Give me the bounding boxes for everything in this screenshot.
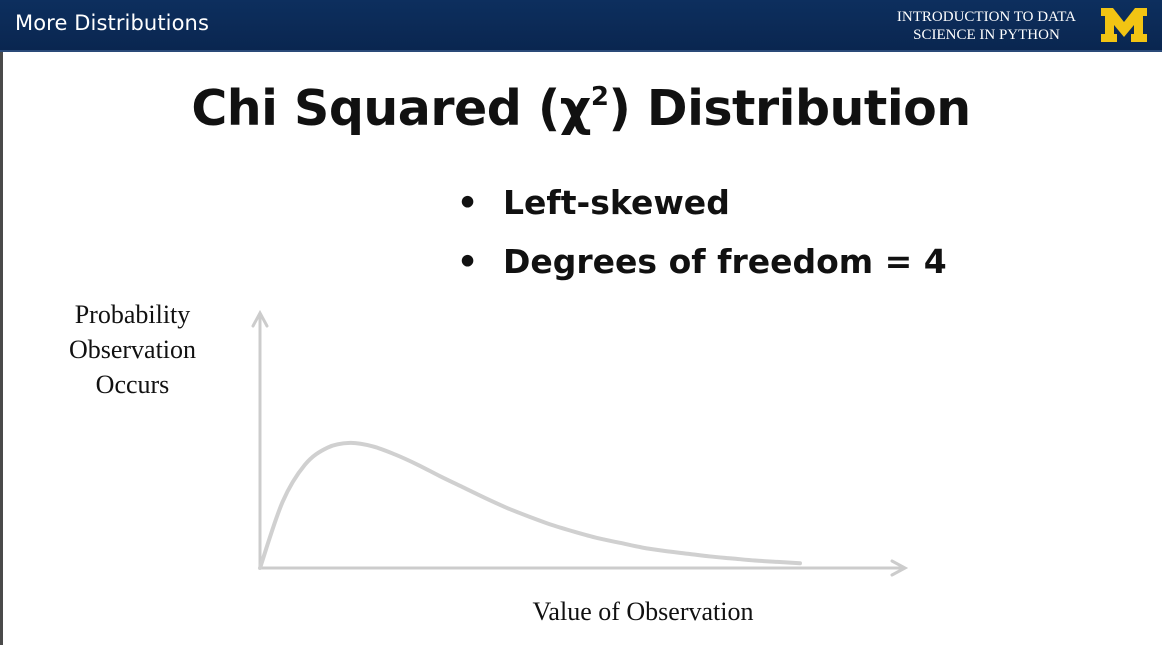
y-axis-label: Probability Observation Occurs xyxy=(40,297,225,402)
y-axis-label-line: Probability xyxy=(74,300,191,329)
header-bar: More Distributions INTRODUCTION TO DATA … xyxy=(0,0,1162,52)
y-axis-arrow-icon xyxy=(251,309,269,328)
x-axis-arrow-icon xyxy=(890,559,909,577)
slide-canvas xyxy=(0,52,1162,645)
course-name: INTRODUCTION TO DATA SCIENCE IN PYTHON xyxy=(897,8,1076,44)
y-axis-label-line: Occurs xyxy=(95,370,170,399)
university-logo xyxy=(1101,8,1147,42)
slide-title: Chi Squared (χ2) Distribution xyxy=(0,80,1162,137)
bullet-text: Degrees of freedom = 4 xyxy=(503,242,947,281)
x-axis-label: Value of Observation xyxy=(532,597,754,626)
bullet-item: • Left-skewed xyxy=(457,183,947,242)
bullet-list: • Left-skewed • Degrees of freedom = 4 xyxy=(457,183,947,301)
distribution-curve xyxy=(258,440,802,570)
bullet-item: • Degrees of freedom = 4 xyxy=(457,242,947,301)
course-name-line-1: INTRODUCTION TO DATA xyxy=(896,9,1076,25)
y-axis-label-line: Observation xyxy=(68,335,197,364)
bullet-icon: • xyxy=(457,242,479,281)
bullet-icon: • xyxy=(457,183,479,222)
course-name-line-2: SCIENCE IN PYTHON xyxy=(913,27,1060,43)
slide-title-prefix: Chi Squared (χ xyxy=(191,80,591,137)
bullet-text: Left-skewed xyxy=(503,183,730,222)
block-m-logo xyxy=(1101,8,1147,42)
slide-title-suffix: ) Distribution xyxy=(608,80,971,137)
section-title: More Distributions xyxy=(15,11,209,35)
chart-axes xyxy=(251,309,909,577)
slide-title-superscript: 2 xyxy=(590,82,609,112)
